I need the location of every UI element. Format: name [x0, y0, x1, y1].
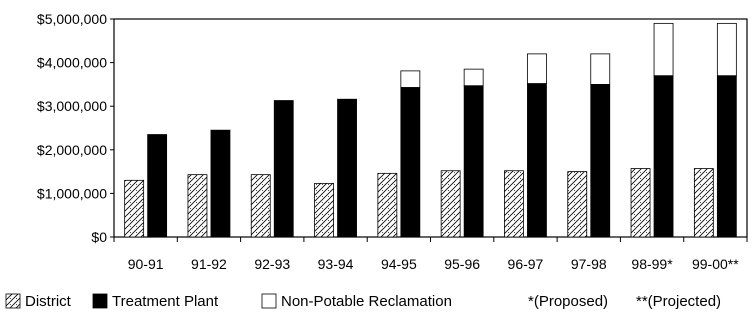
bar-district	[377, 172, 398, 238]
legend-swatch	[92, 293, 108, 309]
bar-treatment-plant	[716, 75, 737, 238]
legend-label: District	[25, 293, 72, 310]
x-tick-label: 96-97	[508, 256, 544, 272]
plot-frame	[113, 18, 748, 238]
bar-treatment-plant	[463, 85, 484, 238]
bar-district	[693, 168, 714, 238]
legend-swatch	[5, 293, 21, 309]
legend-note-proposed: *(Proposed)	[528, 293, 608, 310]
bar-district	[250, 174, 271, 238]
y-tick-label: $2,000,000	[37, 142, 107, 158]
legend-swatch	[261, 293, 277, 309]
y-tick-label: $5,000,000	[37, 11, 107, 27]
plot-area: $0 $1,000,000 $2,000,000 $3,000,000 $4,000,0…	[37, 11, 748, 272]
x-tick-label: 98-99*	[631, 256, 673, 272]
x-tick-label: 94-95	[381, 256, 417, 272]
bar-treatment-plant	[210, 129, 231, 238]
bar-treatment-plant	[337, 98, 357, 238]
y-tick-label: $3,000,000	[37, 98, 107, 114]
bar-district	[567, 171, 588, 238]
bar-treatment-plant	[400, 87, 421, 238]
bar-treatment-plant	[527, 83, 547, 238]
y-tick-label: $4,000,000	[37, 55, 107, 71]
legend: District Treatment Plant Non-Potable Recla…	[5, 293, 721, 310]
y-tick-label: $0	[91, 229, 107, 245]
x-tick-label: 92-93	[254, 256, 290, 272]
bar-non-potable-reclamation	[527, 53, 547, 84]
x-tick-label: 95-96	[444, 256, 480, 272]
bar-district	[187, 174, 208, 238]
y-tick-label: $1,000,000	[37, 185, 107, 201]
x-tick-label: 97-98	[571, 256, 607, 272]
bar-district	[630, 168, 651, 238]
bar-district	[504, 170, 524, 238]
bar-non-potable-reclamation	[400, 70, 421, 88]
bar-district	[440, 170, 461, 238]
bar-treatment-plant	[653, 75, 674, 238]
x-tick-label: 91-92	[191, 256, 227, 272]
bar-treatment-plant	[273, 100, 294, 238]
bar-non-potable-reclamation	[716, 22, 737, 77]
bar-treatment-plant	[590, 84, 611, 238]
bar-district	[124, 179, 145, 238]
x-tick-label: 99-00**	[692, 256, 739, 272]
bar-non-potable-reclamation	[463, 68, 484, 87]
legend-label: Treatment Plant	[112, 293, 219, 310]
legend-label: Non-Potable Reclamation	[281, 293, 452, 310]
bar-non-potable-reclamation	[653, 22, 674, 77]
bar-district	[314, 182, 334, 238]
bar-non-potable-reclamation	[590, 53, 611, 85]
legend-note-projected: **(Projected)	[636, 293, 721, 310]
bar-treatment-plant	[147, 134, 168, 238]
x-tick-label: 90-91	[128, 256, 164, 272]
x-tick-label: 93-94	[318, 256, 354, 272]
